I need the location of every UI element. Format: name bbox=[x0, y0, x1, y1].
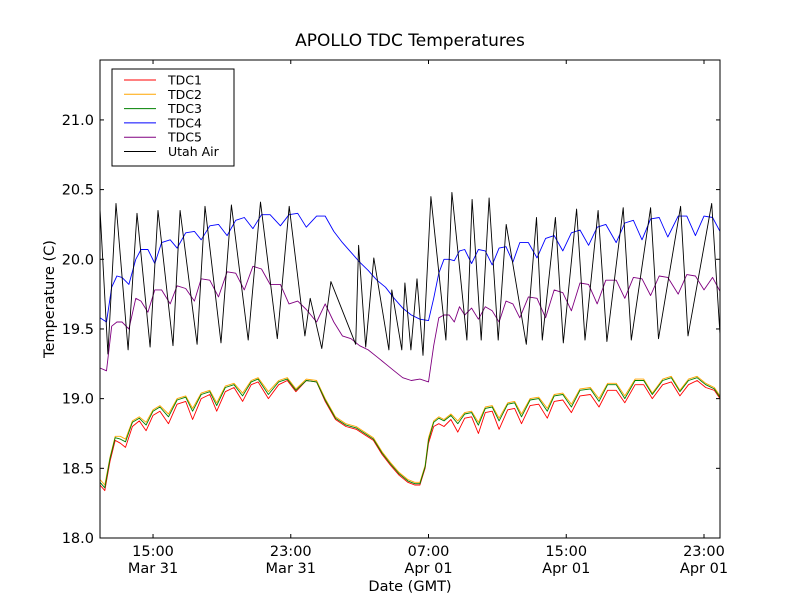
series-layer bbox=[99, 191, 721, 492]
series-line-tdc2 bbox=[99, 375, 721, 486]
y-tick-label: 19.5 bbox=[62, 322, 94, 338]
x-tick-label-date: Mar 31 bbox=[266, 561, 316, 577]
y-tick-label: 19.0 bbox=[62, 392, 94, 408]
legend-label: TDC5 bbox=[167, 130, 202, 145]
series-line-tdc3 bbox=[99, 377, 721, 489]
series-line-utah-air bbox=[99, 191, 721, 356]
legend-label: TDC4 bbox=[167, 115, 202, 130]
y-tick-label: 20.5 bbox=[62, 183, 94, 199]
x-axis-label: Date (GMT) bbox=[368, 579, 451, 595]
y-tick-label: 21.0 bbox=[62, 113, 94, 129]
series-line-tdc1 bbox=[99, 380, 721, 492]
x-tick-label-time: 15:00 bbox=[545, 544, 587, 560]
chart-title: APOLLO TDC Temperatures bbox=[295, 31, 525, 51]
x-tick-label-time: 15:00 bbox=[132, 544, 174, 560]
y-tick-label: 18.5 bbox=[62, 461, 94, 477]
legend-label: TDC2 bbox=[167, 87, 202, 102]
series-line-tdc4 bbox=[99, 212, 721, 323]
x-tick-label-time: 07:00 bbox=[408, 544, 450, 560]
legend-label: TDC3 bbox=[167, 101, 202, 116]
x-tick-label-time: 23:00 bbox=[683, 544, 725, 560]
x-tick-label-date: Apr 01 bbox=[542, 561, 590, 577]
series-line-tdc5 bbox=[99, 265, 721, 383]
x-tick-label-date: Apr 01 bbox=[404, 561, 452, 577]
legend-label: Utah Air bbox=[168, 144, 220, 159]
y-tick-label: 20.0 bbox=[62, 252, 94, 268]
y-tick-label: 18.0 bbox=[62, 531, 94, 547]
x-tick-label-time: 23:00 bbox=[270, 544, 312, 560]
axes-frame bbox=[99, 59, 721, 539]
y-axis-label: Temperature (C) bbox=[42, 240, 58, 359]
x-tick-label-date: Apr 01 bbox=[680, 561, 728, 577]
legend-label: TDC1 bbox=[167, 73, 202, 88]
legend-box bbox=[111, 68, 235, 167]
x-tick-label-date: Mar 31 bbox=[128, 561, 178, 577]
